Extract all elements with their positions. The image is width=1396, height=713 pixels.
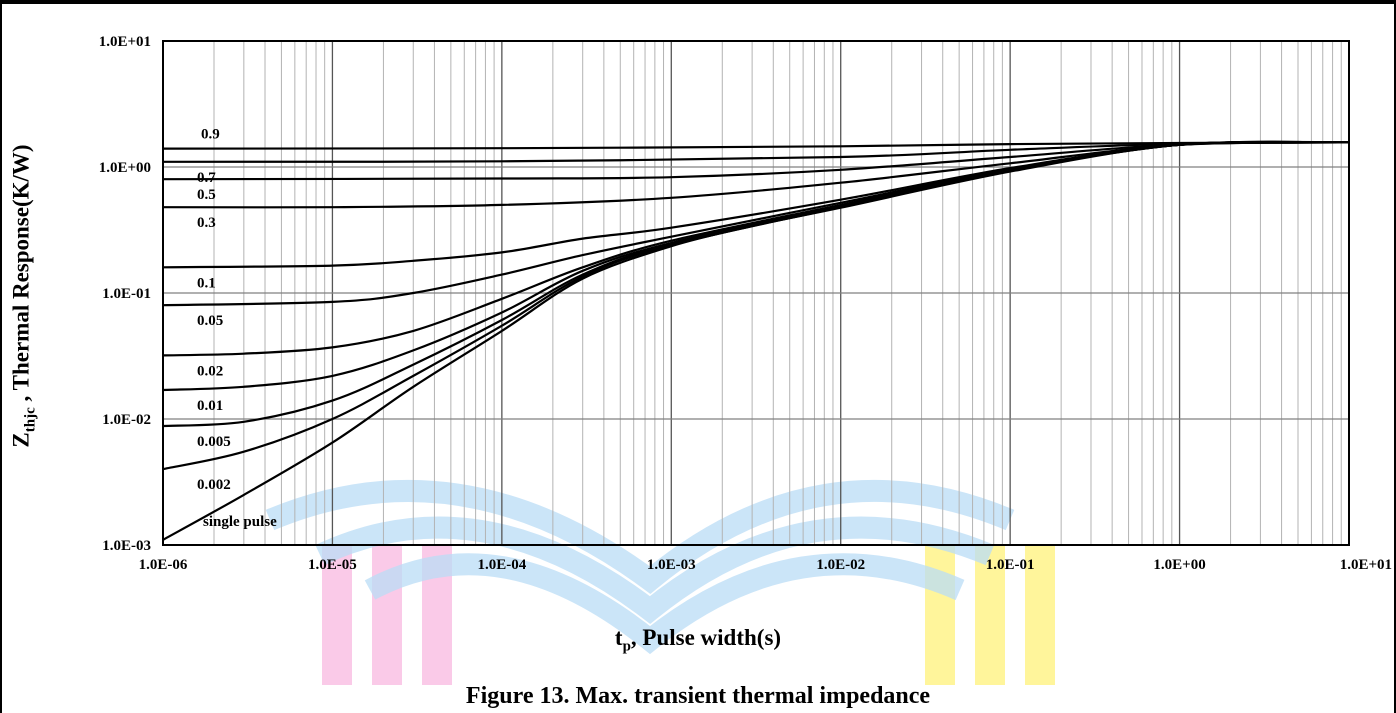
x-tick-label: 1.0E+01 xyxy=(1340,557,1392,573)
series-label: 0.002 xyxy=(197,477,231,493)
x-tick-label: 1.0E-02 xyxy=(816,557,865,573)
series-line-single-pulse xyxy=(162,140,1350,541)
x-tick-label: 1.0E-03 xyxy=(647,557,696,573)
series-label: 0.02 xyxy=(197,363,223,379)
series-label: 0.7 xyxy=(197,170,216,186)
y-tick-label: 1.0E+01 xyxy=(99,34,151,50)
watermark-logo xyxy=(265,479,1055,685)
series-label: 0.5 xyxy=(197,187,216,203)
y-tick-label: 1.0E-01 xyxy=(102,286,151,302)
x-tick-label: 1.0E-06 xyxy=(139,557,188,573)
y-axis-title: Zthjc , Thermal Response(K/W) xyxy=(8,144,39,448)
x-tick-label: 1.0E-01 xyxy=(986,557,1035,573)
x-axis-title: tp, Pulse width(s) xyxy=(614,625,782,655)
series-label: 0.005 xyxy=(197,434,231,450)
series-label: 0.3 xyxy=(197,215,216,231)
y-tick-labels: 1.0E-03 1.0E-02 1.0E-01 1.0E+00 1.0E+01 xyxy=(99,34,151,554)
series-lines xyxy=(162,140,1350,541)
series-label: 0.1 xyxy=(197,275,216,291)
x-tick-labels: 1.0E-06 1.0E-05 1.0E-04 1.0E-03 1.0E-02 1.0E-… xyxy=(139,557,1392,573)
plot-area-border xyxy=(162,40,1350,546)
x-tick-label: 1.0E+00 xyxy=(1153,557,1205,573)
y-tick-label: 1.0E-02 xyxy=(102,412,151,428)
series-label: 0.9 xyxy=(201,127,220,143)
y-tick-label: 1.0E+00 xyxy=(99,160,151,176)
series-label: 0.01 xyxy=(197,398,223,414)
series-label: single pulse xyxy=(203,514,277,530)
y-tick-label: 1.0E-03 xyxy=(102,538,151,554)
grid xyxy=(162,40,1350,546)
series-label: 0.05 xyxy=(197,313,223,329)
series-line-0-005 xyxy=(162,140,1350,428)
x-tick-label: 1.0E-05 xyxy=(308,557,357,573)
figure-caption: Figure 13. Max. transient thermal impeda… xyxy=(465,683,931,709)
x-tick-label: 1.0E-04 xyxy=(477,557,526,573)
y-axis-title-wrap: Zthjc , Thermal Response(K/W) xyxy=(2,46,46,546)
series-labels: 0.9 0.70.5 0.3 0.1 0.05 0.02 0.01 0.005 0.002 sin… xyxy=(197,127,277,530)
